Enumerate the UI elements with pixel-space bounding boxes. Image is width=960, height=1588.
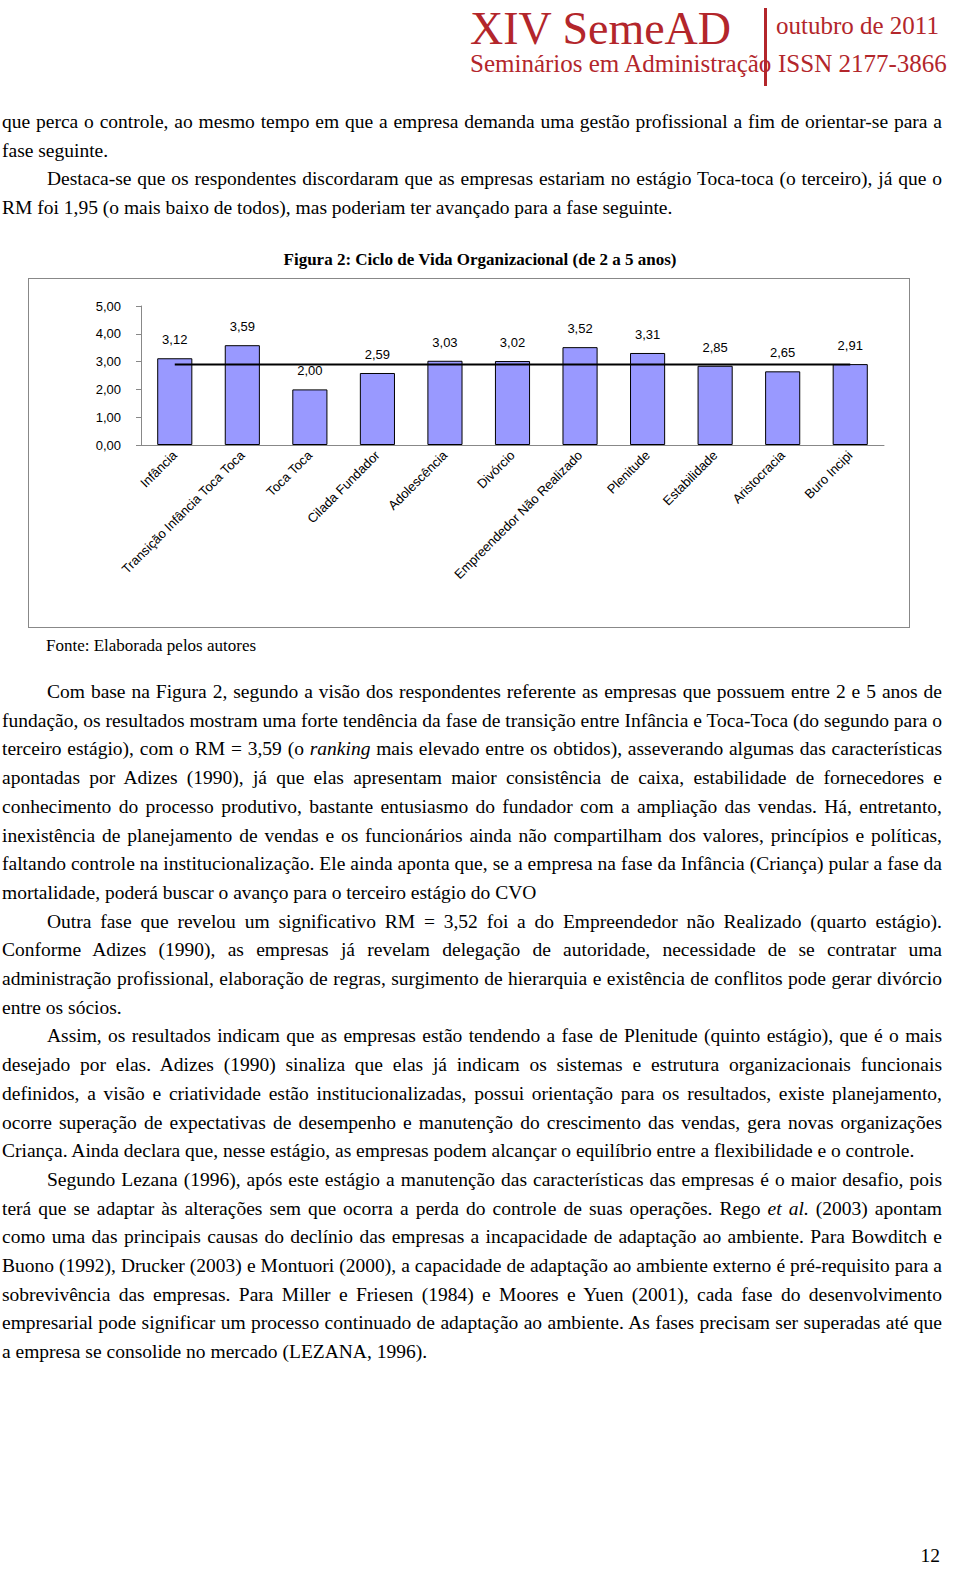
svg-text:2,59: 2,59 (365, 347, 390, 362)
svg-text:3,59: 3,59 (230, 319, 255, 334)
svg-text:3,52: 3,52 (567, 321, 592, 336)
svg-text:4,00: 4,00 (96, 326, 121, 341)
svg-text:Transição Infância Toca Toca: Transição Infância Toca Toca (119, 447, 248, 576)
html-text:Destaca-se que os respondentes: Destaca-se que os respondentes discordar… (2, 168, 942, 219)
html-text:Com base na Figura 2, segundo: Com base na Figura 2, segundo a visão do… (2, 681, 942, 903)
html-text:Outra fase que revelou um sign: Outra fase que revelou um significativo … (2, 910, 942, 1018)
svg-text:2,00: 2,00 (297, 363, 322, 378)
svg-text:3,03: 3,03 (432, 335, 457, 350)
html-text:Fonte: Elaborada pelos autores: Fonte: Elaborada pelos autores (46, 636, 257, 655)
html-text:Seminários em Administração IS: Seminários em Administração ISSN 2177-38… (470, 50, 947, 77)
svg-text:Plenitude: Plenitude (604, 448, 653, 497)
html-text:Segundo Lezana (1996), após es: Segundo Lezana (1996), após este estágio… (2, 1169, 942, 1363)
html-text:que perca o controle, ao mesmo: que perca o controle, ao mesmo tempo em … (2, 111, 942, 161)
svg-text:5,00: 5,00 (96, 299, 121, 314)
svg-text:3,02: 3,02 (500, 335, 525, 350)
svg-text:Toca Toca: Toca Toca (263, 447, 315, 499)
html-text:Assim, os resultados indicam q: Assim, os resultados indicam que as empr… (2, 1025, 942, 1162)
svg-text:Estabilidade: Estabilidade (660, 448, 721, 509)
svg-text:Adolescência: Adolescência (385, 447, 451, 513)
svg-text:2,00: 2,00 (96, 382, 121, 397)
svg-text:3,00: 3,00 (96, 354, 121, 369)
svg-text:Aristocracia: Aristocracia (729, 447, 788, 506)
svg-text:Infância: Infância (137, 447, 180, 490)
svg-text:2,85: 2,85 (702, 340, 727, 355)
svg-text:2,65: 2,65 (770, 345, 795, 360)
svg-text:Empreendedor Não Realizado: Empreendedor Não Realizado (451, 448, 585, 582)
svg-text:Buro Incipi: Buro Incipi (802, 448, 856, 502)
svg-text:1,00: 1,00 (96, 410, 121, 425)
svg-text:2,91: 2,91 (838, 338, 863, 353)
svg-text:3,12: 3,12 (162, 332, 187, 347)
html-text:XIV SemeAD: XIV SemeAD (470, 3, 732, 54)
html-text:Figura 2: Ciclo de Vida Organi: Figura 2: Ciclo de Vida Organizacional (… (283, 250, 677, 269)
html-text:outubro de 2011: outubro de 2011 (776, 12, 939, 39)
svg-text:0,00: 0,00 (96, 438, 121, 453)
svg-text:Cilada Fundador: Cilada Fundador (304, 447, 383, 526)
svg-text:Divórcio: Divórcio (474, 448, 518, 492)
html-text:12: 12 (920, 1545, 940, 1566)
svg-text:3,31: 3,31 (635, 327, 660, 342)
